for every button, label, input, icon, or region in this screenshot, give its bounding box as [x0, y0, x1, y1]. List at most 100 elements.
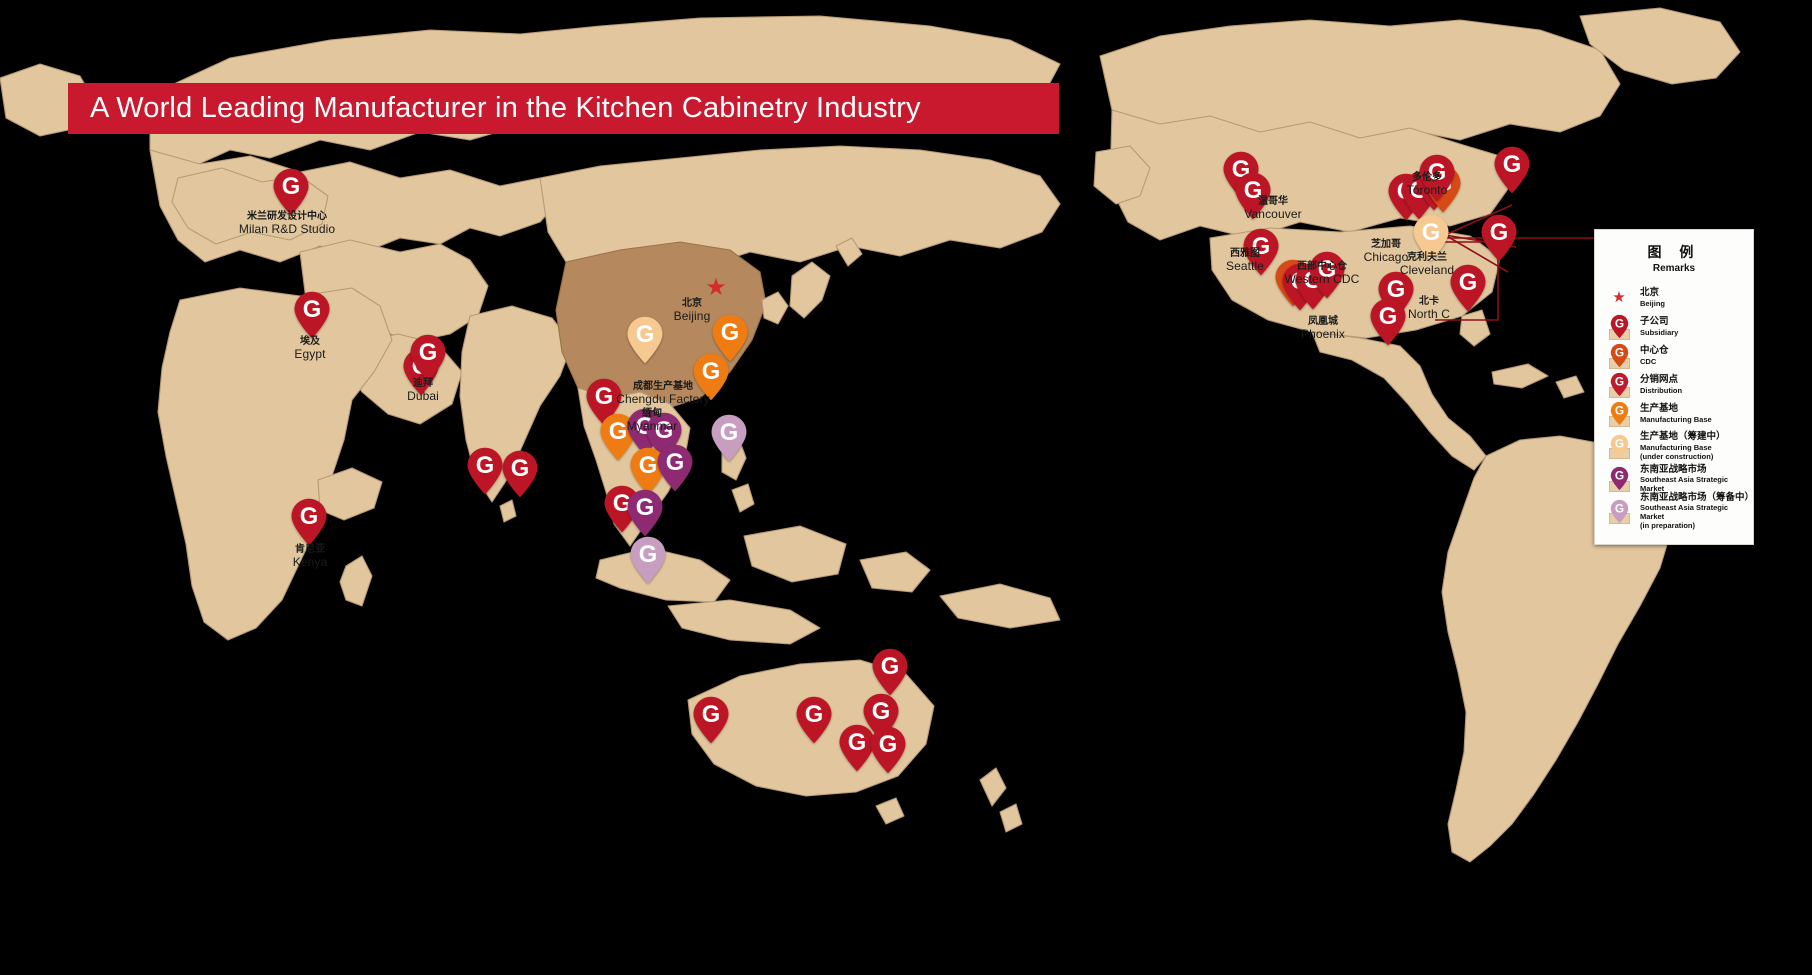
svg-text:G: G [1422, 219, 1440, 246]
map-pin-icon-newyork[interactable]: G [1480, 213, 1518, 263]
svg-text:G: G [419, 339, 437, 366]
svg-text:G: G [1244, 177, 1262, 204]
map-pin-icon-florida[interactable]: G [1449, 263, 1487, 313]
map-pin-icon: G [1604, 432, 1634, 460]
beijing-star-icon: ★ [705, 274, 727, 301]
page-title-banner: A World Leading Manufacturer in the Kitc… [68, 83, 1059, 134]
map-pin-icon-mexico[interactable]: G [1369, 297, 1407, 347]
map-pin-icon-thailand[interactable]: G [599, 412, 637, 462]
svg-text:G: G [1503, 151, 1521, 178]
map-pin-icon-indonesia[interactable]: G [629, 535, 667, 585]
legend-item-cn: 东南亚战略市场（筹备中） [1640, 491, 1755, 503]
map-pin-icon-vietnam-s[interactable]: G [656, 443, 694, 493]
legend-item-cn: 中心仓 [1640, 345, 1669, 357]
legend-item-southeast-asia-strategic-market: G 东南亚战略市场（筹备中） Southeast Asia Strategic Ma… [1595, 491, 1755, 531]
legend-item-en: Manufacturing Base [1640, 414, 1712, 424]
legend-item-label: 东南亚战略市场（筹备中） Southeast Asia Strategic Mar… [1634, 491, 1755, 531]
map-pin-icon-tasmania[interactable]: G [869, 725, 907, 775]
legend-item-manufacturing-base: G 生产基地（筹建中） Manufacturing Base (under const… [1595, 428, 1753, 464]
svg-text:G: G [639, 452, 657, 479]
svg-text:G: G [639, 541, 657, 568]
svg-text:G: G [1614, 403, 1623, 417]
map-pin-icon-myanmar[interactable]: G [585, 377, 623, 427]
legend-item-label: 中心仓 CDC [1634, 345, 1669, 366]
legend-item-cn: 分销网点 [1640, 374, 1679, 386]
svg-text:G: G [1614, 374, 1623, 388]
svg-text:G: G [1252, 233, 1270, 260]
legend-item-cn: 生产基地 [1640, 403, 1679, 415]
page-title: A World Leading Manufacturer in the Kitc… [90, 92, 921, 124]
legend-rows: ★ 北京 Beijing G 子公司 Subsidiary G 中心仓 CDC G 分销网点 Dist… [1595, 283, 1755, 531]
svg-text:G: G [636, 321, 654, 348]
map-pin-icon-egypt[interactable]: G [293, 290, 331, 340]
legend-item-southeast-asia-strategic-market: G 东南亚战略市场 Southeast Asia Strategic Market [1595, 464, 1753, 493]
map-pin-icon-cambodia[interactable]: G [629, 446, 667, 496]
svg-text:G: G [805, 701, 823, 728]
svg-text:G: G [1614, 501, 1623, 515]
svg-text:G: G [282, 173, 300, 200]
legend-item-en: CDC [1640, 356, 1657, 366]
map-pin-icon: G [1604, 400, 1634, 428]
svg-text:G: G [1428, 159, 1446, 186]
map-pin-icon-kenya[interactable]: G [290, 497, 328, 547]
legend-item-label: 分销网点 Distribution [1634, 374, 1682, 395]
svg-text:G: G [1318, 256, 1336, 283]
svg-text:G: G [300, 503, 318, 530]
map-pin-icon-adelaide[interactable]: G [795, 695, 833, 745]
map-pin-icon: G [1604, 465, 1634, 493]
legend-item-label: 子公司 Subsidiary [1634, 316, 1678, 337]
map-pin-icon-melbourne[interactable]: G [838, 723, 876, 773]
map-pin-icon-china-east-2[interactable]: G [692, 352, 730, 402]
map-pin-icon-phoenix[interactable]: G [1308, 250, 1346, 300]
svg-text:G: G [666, 449, 684, 476]
svg-text:G: G [303, 296, 321, 323]
map-pin-icon-milan[interactable]: G [272, 167, 310, 217]
svg-text:G: G [511, 455, 529, 482]
map-pin-icon: G [1604, 342, 1634, 370]
map-pin-icon-singapore[interactable]: G [626, 488, 664, 538]
map-pin-icon-sydney[interactable]: G [871, 647, 909, 697]
legend-item-manufacturing-base: G 生产基地 Manufacturing Base [1595, 399, 1753, 428]
svg-text:G: G [1614, 468, 1623, 482]
map-pin-icon-china-east-1[interactable]: G [711, 313, 749, 363]
svg-text:G: G [720, 419, 738, 446]
legend-item-cn: 生产基地（筹建中） [1640, 431, 1726, 443]
legend-item-cdc: G 中心仓 CDC [1595, 341, 1753, 370]
legend-header: 图 例 Remarks [1595, 230, 1753, 274]
legend-item-cn: 子公司 [1640, 316, 1669, 328]
map-pin-icon-perth[interactable]: G [692, 695, 730, 745]
map-pin-icon: G [1604, 313, 1634, 341]
map-pin-icon-vancouver-2[interactable]: G [1234, 171, 1272, 221]
svg-text:G: G [1387, 276, 1405, 303]
map-pin-icon-toronto[interactable]: G [1418, 153, 1456, 203]
legend-item-en: Southeast Asia Strategic Market [1640, 475, 1729, 494]
svg-text:G: G [609, 418, 627, 445]
svg-text:G: G [655, 417, 673, 444]
map-pin-icon-north-c[interactable]: G [1412, 213, 1450, 263]
legend-item-beijing: ★ 北京 Beijing [1595, 283, 1753, 312]
svg-text:G: G [613, 490, 631, 517]
map-pin-icon-seattle[interactable]: G [1242, 227, 1280, 277]
svg-text:G: G [881, 653, 899, 680]
svg-text:G: G [1379, 303, 1397, 330]
map-pin-icon-india-east[interactable]: G [501, 449, 539, 499]
svg-text:G: G [879, 731, 897, 758]
legend-item-en: Manufacturing Base [1640, 442, 1712, 452]
svg-text:G: G [636, 494, 654, 521]
svg-text:G: G [1490, 219, 1508, 246]
svg-text:G: G [721, 319, 739, 346]
legend-item-en: Subsidiary [1640, 327, 1679, 337]
map-pin-icon: G [1604, 497, 1634, 525]
svg-text:G: G [848, 729, 866, 756]
star-icon: ★ [1612, 289, 1626, 306]
legend-item-en: Distribution [1640, 385, 1683, 395]
map-pin-icon-philippines[interactable]: G [710, 413, 748, 463]
map-pin-icon-chengdu[interactable]: G [626, 315, 664, 365]
map-pin-icon-northeast[interactable]: G [1493, 145, 1531, 195]
svg-text:G: G [1459, 269, 1477, 296]
svg-text:G: G [476, 452, 494, 479]
svg-text:G: G [1614, 316, 1623, 330]
map-pin-icon-india-south[interactable]: G [466, 446, 504, 496]
map-pin-icon-dubai[interactable]: G [409, 333, 447, 383]
